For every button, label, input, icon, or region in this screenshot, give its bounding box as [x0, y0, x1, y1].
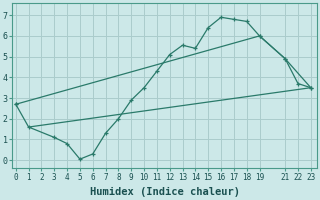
X-axis label: Humidex (Indice chaleur): Humidex (Indice chaleur) — [90, 187, 240, 197]
